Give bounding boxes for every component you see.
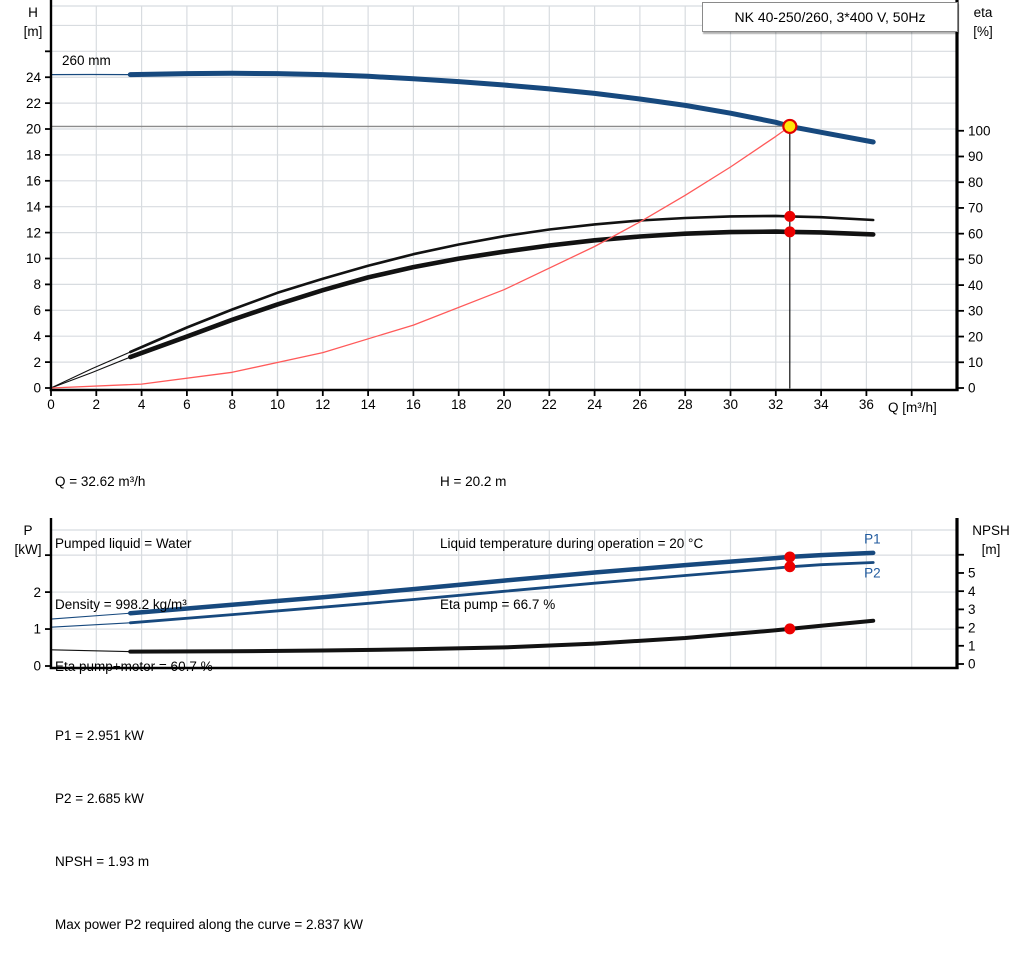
tick-label: 4 xyxy=(138,397,146,412)
tick-label: 22 xyxy=(26,96,41,111)
series-label-p1: P1 xyxy=(864,531,881,546)
h-axis-label: H[m] xyxy=(14,3,52,41)
eta-pump-curve-lead xyxy=(51,352,130,388)
tick-label: 50 xyxy=(968,252,983,267)
p2-point xyxy=(784,561,795,572)
npsh-point xyxy=(784,623,795,634)
series-label-p2: P2 xyxy=(864,565,881,580)
tick-label: 30 xyxy=(968,304,983,319)
tick-label: 22 xyxy=(542,397,557,412)
eta-pump-motor-curve[interactable] xyxy=(130,232,873,358)
tick-label: 12 xyxy=(26,225,41,240)
info-max-power: Max power P2 required along the curve = … xyxy=(55,914,363,935)
info-liquid-temperature: Liquid temperature during operation = 20… xyxy=(440,534,703,555)
tick-label: 10 xyxy=(26,251,41,266)
tick-label: 24 xyxy=(26,70,42,85)
eta-pump-point xyxy=(784,211,795,222)
tick-label: 26 xyxy=(632,397,647,412)
npsh-axis-label-unit: [m] xyxy=(960,540,1022,559)
p1-point xyxy=(784,551,795,562)
tick-label: 10 xyxy=(968,355,983,370)
tick-label: 8 xyxy=(33,277,41,292)
tick-label: 18 xyxy=(26,148,41,163)
tick-label: 16 xyxy=(26,174,41,189)
tick-label: 60 xyxy=(968,226,983,241)
p-axis-label-unit: [kW] xyxy=(8,540,48,559)
info-head: H = 20.2 m xyxy=(440,472,703,493)
qh-curve-260mm[interactable] xyxy=(130,73,873,142)
eta-axis-label: eta[%] xyxy=(962,3,1004,41)
tick-label: 0 xyxy=(968,657,976,672)
tick-label: 28 xyxy=(678,397,693,412)
tick-label: 20 xyxy=(26,122,41,137)
tick-label: 30 xyxy=(723,397,738,412)
info-eta-pump: Eta pump = 66.7 % xyxy=(440,595,703,616)
duty-info-right: H = 20.2 m Liquid temperature during ope… xyxy=(440,431,703,657)
tick-label: 4 xyxy=(33,329,41,344)
q-axis-label: Q [m³/h] xyxy=(888,398,937,419)
eta-pump-motor-point xyxy=(784,226,795,237)
tick-label: 90 xyxy=(968,149,983,164)
tick-label: 6 xyxy=(183,397,191,412)
tick-label: 10 xyxy=(270,397,285,412)
duty-point-marker[interactable] xyxy=(783,120,796,133)
tick-label: 1 xyxy=(968,638,976,653)
tick-label: 12 xyxy=(315,397,330,412)
info-pumped-liquid: Pumped liquid = Water xyxy=(55,534,213,555)
tick-label: 24 xyxy=(587,397,603,412)
tick-label: 36 xyxy=(859,397,874,412)
system-curve xyxy=(51,126,790,388)
pump-title: NK 40-250/260, 3*400 V, 50Hz xyxy=(735,9,926,25)
npsh-axis-label: NPSH[m] xyxy=(960,521,1022,559)
tick-label: 2 xyxy=(968,620,976,635)
tick-label: 2 xyxy=(33,585,41,600)
impeller-curve-label: 260 mm xyxy=(62,51,111,72)
npsh-axis-label-symbol: NPSH xyxy=(960,521,1022,540)
tick-label: 80 xyxy=(968,175,983,190)
tick-label: 0 xyxy=(47,397,55,412)
tick-label: 14 xyxy=(361,397,377,412)
tick-label: 16 xyxy=(406,397,421,412)
h-axis-label-symbol: H xyxy=(14,3,52,22)
tick-label: 100 xyxy=(968,123,991,138)
pump-title-box: NK 40-250/260, 3*400 V, 50Hz xyxy=(702,2,958,32)
tick-label: 0 xyxy=(33,659,41,674)
tick-label: 20 xyxy=(968,329,983,344)
eta-axis-label-unit: [%] xyxy=(962,22,1004,41)
tick-label: 3 xyxy=(968,602,976,617)
tick-label: 2 xyxy=(93,397,101,412)
info-eta-pump-motor: Eta pump+motor = 60.7 % xyxy=(55,657,213,678)
tick-label: 0 xyxy=(33,381,41,396)
tick-label: 32 xyxy=(768,397,783,412)
tick-label: 6 xyxy=(33,303,41,318)
tick-label: 1 xyxy=(33,622,41,637)
tick-label: 5 xyxy=(968,566,976,581)
tick-label: 20 xyxy=(496,397,511,412)
eta-axis-label-symbol: eta xyxy=(962,3,1004,22)
tick-label: 4 xyxy=(968,584,976,599)
duty-info-left: Q = 32.62 m³/h Pumped liquid = Water Den… xyxy=(55,431,213,718)
tick-label: 70 xyxy=(968,201,983,216)
info-p1: P1 = 2.951 kW xyxy=(55,725,363,746)
tick-label: 0 xyxy=(968,381,976,396)
tick-label: 8 xyxy=(228,397,236,412)
info-flow: Q = 32.62 m³/h xyxy=(55,472,213,493)
info-density: Density = 998.2 kg/m³ xyxy=(55,595,213,616)
h-axis-label-unit: [m] xyxy=(14,22,52,41)
tick-label: 14 xyxy=(26,199,42,214)
power-info: P1 = 2.951 kW P2 = 2.685 kW NPSH = 1.93 … xyxy=(55,683,363,977)
tick-label: 2 xyxy=(33,355,41,370)
p-axis-label-symbol: P xyxy=(8,521,48,540)
tick-label: 40 xyxy=(968,278,983,293)
info-npsh: NPSH = 1.93 m xyxy=(55,851,363,872)
tick-label: 18 xyxy=(451,397,466,412)
p-axis-label: P[kW] xyxy=(8,521,48,559)
info-p2: P2 = 2.685 kW xyxy=(55,788,363,809)
tick-label: 34 xyxy=(814,397,830,412)
